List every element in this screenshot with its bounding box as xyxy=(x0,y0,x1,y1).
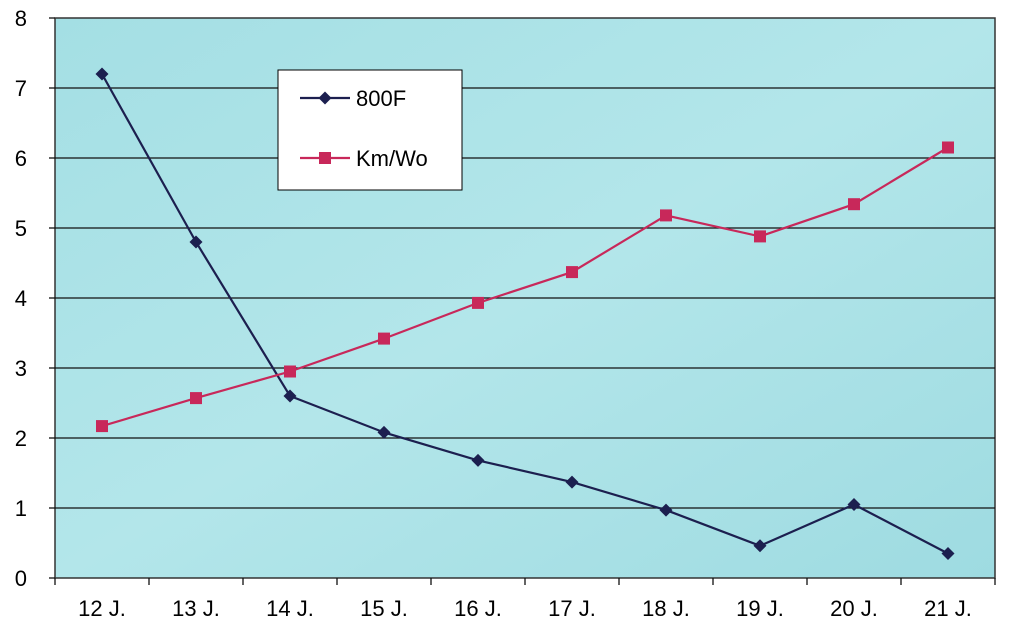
series-line xyxy=(101,146,949,428)
data-point xyxy=(190,392,202,405)
data-point xyxy=(659,503,673,517)
data-point xyxy=(284,365,296,378)
data-point xyxy=(96,420,108,433)
data-point xyxy=(847,498,861,511)
data-point xyxy=(565,475,579,489)
data-point xyxy=(378,332,390,345)
x-tick-label: 14 J. xyxy=(266,596,314,621)
data-point xyxy=(377,425,391,439)
x-tick-label: 13 J. xyxy=(172,596,220,621)
y-tick-label: 6 xyxy=(15,146,27,171)
y-tick-label: 2 xyxy=(15,426,27,451)
x-tick-label: 21 J. xyxy=(924,596,972,621)
legend-box xyxy=(277,69,463,191)
x-tick-label: 18 J. xyxy=(642,596,690,621)
legend-label: 800F xyxy=(356,86,406,111)
data-point xyxy=(848,198,860,211)
legend-swatch-marker xyxy=(319,152,331,164)
series-2 xyxy=(96,141,954,433)
data-point xyxy=(660,209,672,222)
data-point xyxy=(754,230,766,243)
x-tick-label: 20 J. xyxy=(830,596,878,621)
y-tick-label: 4 xyxy=(15,286,27,311)
data-point xyxy=(942,141,954,154)
legend-swatch-marker xyxy=(318,91,332,105)
x-tick-label: 12 J. xyxy=(78,596,126,621)
x-tick-label: 15 J. xyxy=(360,596,408,621)
y-tick-label: 1 xyxy=(15,496,27,521)
y-axis: 0 1 2 3 4 5 6 7 8 xyxy=(15,6,55,591)
y-tick-label: 7 xyxy=(15,76,27,101)
series-line xyxy=(101,73,949,555)
data-point xyxy=(471,453,485,467)
data-point xyxy=(283,389,297,403)
data-point xyxy=(566,266,578,279)
gridlines xyxy=(55,87,995,509)
x-tick-label: 17 J. xyxy=(548,596,596,621)
data-point xyxy=(753,539,767,553)
legend-label: Km/Wo xyxy=(356,146,428,171)
y-tick-label: 0 xyxy=(15,566,27,591)
series-layer xyxy=(95,67,955,560)
y-tick-label: 5 xyxy=(15,216,27,241)
x-tick-label: 16 J. xyxy=(454,596,502,621)
x-tick-label: 19 J. xyxy=(736,596,784,621)
data-point xyxy=(95,67,109,81)
x-axis: 12 J. 13 J. 14 J. 15 J. 16 J. 17 J. 18 J. 19 J.… xyxy=(54,578,996,621)
series-1 xyxy=(95,67,955,560)
y-tick-label: 3 xyxy=(15,356,27,381)
data-point xyxy=(189,235,203,249)
data-point xyxy=(472,296,484,309)
data-point xyxy=(941,547,955,560)
y-tick-label: 8 xyxy=(15,6,27,31)
legend: 800F Km/Wo xyxy=(277,69,463,191)
